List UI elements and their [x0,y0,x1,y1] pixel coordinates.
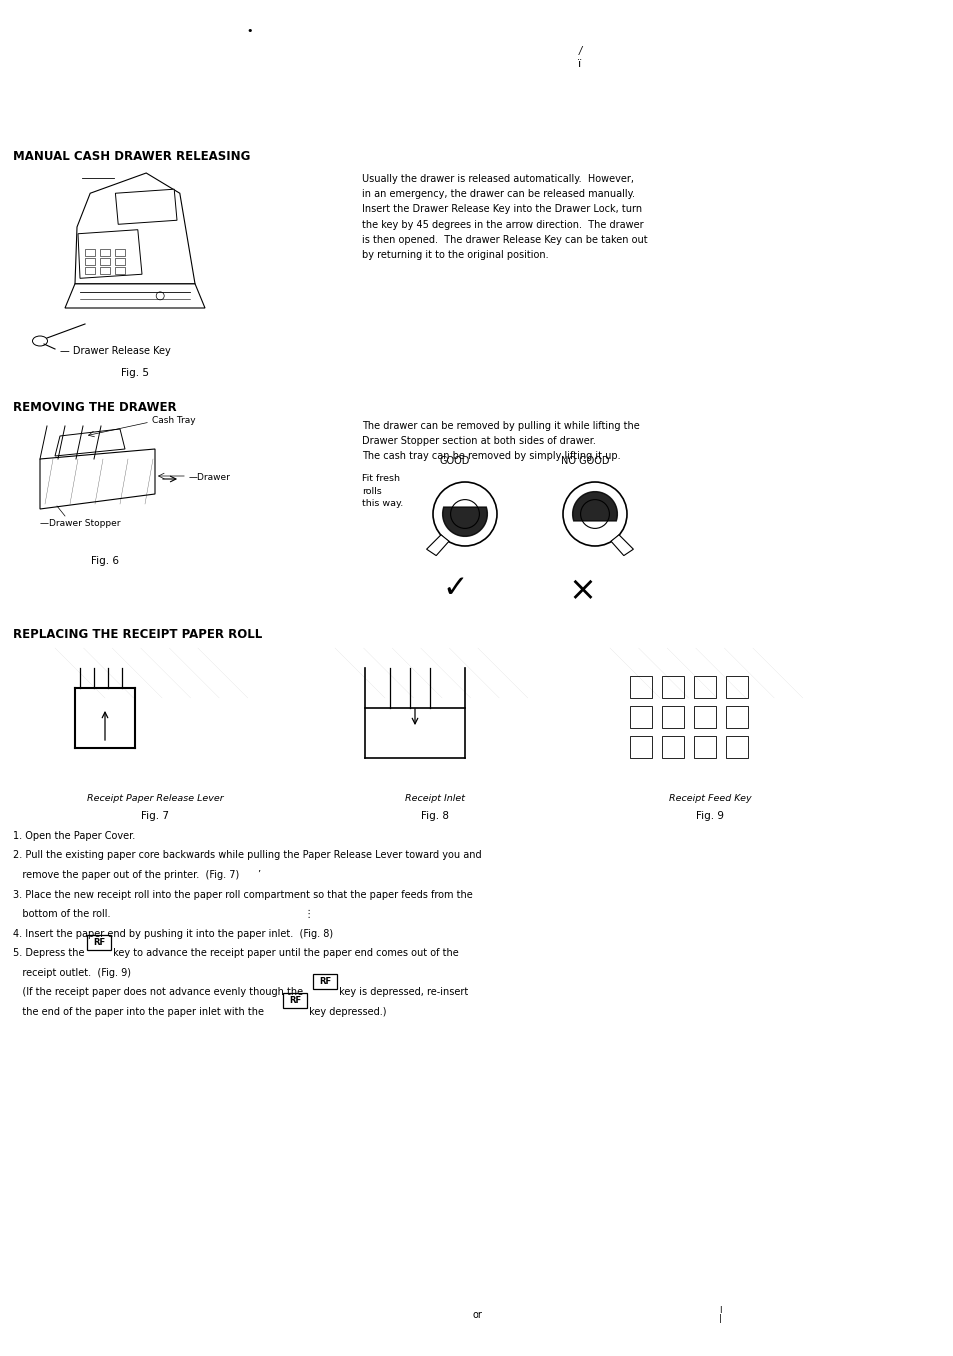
Text: or: or [472,1310,481,1319]
Text: 3. Place the new receipt roll into the paper roll compartment so that the paper : 3. Place the new receipt roll into the p… [13,890,473,899]
Text: 4. Insert the paper end by pushing it into the paper inlet.  (Fig. 8): 4. Insert the paper end by pushing it in… [13,929,333,938]
Text: Fig. 8: Fig. 8 [420,811,449,820]
Text: (If the receipt paper does not advance evenly though the: (If the receipt paper does not advance e… [13,987,306,997]
Text: —Drawer Stopper: —Drawer Stopper [40,519,120,529]
Text: key to advance the receipt paper until the paper end comes out of the: key to advance the receipt paper until t… [111,948,458,957]
Text: Fit fresh
rolls
this way.: Fit fresh rolls this way. [361,475,403,508]
Text: REPLACING THE RECEIPT PAPER ROLL: REPLACING THE RECEIPT PAPER ROLL [13,628,262,641]
Text: — Drawer Release Key: — Drawer Release Key [60,346,171,357]
Text: Usually the drawer is released automatically.  However,
in an emergency, the dra: Usually the drawer is released automatic… [361,174,647,260]
Ellipse shape [32,336,48,346]
Text: 1. Open the Paper Cover.: 1. Open the Paper Cover. [13,831,135,841]
Text: key is depressed, re-insert: key is depressed, re-insert [336,987,468,997]
Polygon shape [442,507,487,537]
Text: bottom of the roll.                                                             : bottom of the roll. [13,909,314,919]
Text: NO GOOD: NO GOOD [560,456,609,466]
Bar [40,163,230,319]
Text: RF: RF [93,937,105,946]
Circle shape [433,481,497,546]
Text: receipt outlet.  (Fig. 9): receipt outlet. (Fig. 9) [13,967,131,978]
Bar [100,267,110,274]
Bar [100,250,110,256]
Circle shape [562,481,626,546]
Text: REMOVING THE DRAWER: REMOVING THE DRAWER [13,401,176,414]
Text: 5. Depress the: 5. Depress the [13,948,88,957]
Bar [725,706,747,728]
Text: GOOD: GOOD [439,456,470,466]
Bar [661,706,683,728]
Polygon shape [65,283,205,308]
Bar [85,258,95,266]
Bar [661,736,683,758]
Bar [629,677,651,698]
Bar [725,677,747,698]
Circle shape [580,499,609,529]
Polygon shape [40,449,154,508]
Bar [629,706,651,728]
Text: /: / [578,46,581,56]
Bar [85,250,95,256]
FancyBboxPatch shape [314,974,337,989]
Text: Receipt Feed Key: Receipt Feed Key [668,795,751,803]
Text: Receipt Paper Release Lever: Receipt Paper Release Lever [87,795,223,803]
FancyBboxPatch shape [88,934,112,949]
Text: ï: ï [578,60,581,69]
Bar [661,677,683,698]
Text: Fig. 9: Fig. 9 [696,811,723,820]
Text: Receipt Inlet: Receipt Inlet [405,795,464,803]
Text: Fig. 7: Fig. 7 [141,811,169,820]
Polygon shape [78,229,142,278]
Bar [100,258,110,266]
Bar [85,267,95,274]
Polygon shape [610,534,633,556]
Bar [115,250,125,256]
FancyBboxPatch shape [283,993,307,1008]
Text: —Drawer: —Drawer [189,473,231,483]
Bar [693,736,716,758]
Polygon shape [115,190,177,224]
Polygon shape [426,534,449,556]
Text: ✓: ✓ [442,574,467,603]
Text: remove the paper out of the printer.  (Fig. 7)      ’: remove the paper out of the printer. (Fi… [13,871,261,880]
Bar [693,706,716,728]
Text: The drawer can be removed by pulling it while lifting the
Drawer Stopper section: The drawer can be removed by pulling it … [361,420,639,461]
Text: Cash Tray: Cash Tray [152,416,195,426]
Text: the end of the paper into the paper inlet with the: the end of the paper into the paper inle… [13,1006,267,1017]
Bar [725,736,747,758]
Circle shape [156,292,164,300]
Bar [115,258,125,266]
Circle shape [450,499,479,529]
Text: key depressed.): key depressed.) [306,1006,386,1017]
Text: RF: RF [289,997,301,1005]
Text: Fig. 6: Fig. 6 [91,556,119,565]
Text: RF: RF [319,976,331,986]
Polygon shape [75,174,194,283]
Polygon shape [572,492,617,521]
Text: Fig. 5: Fig. 5 [121,367,149,378]
Polygon shape [55,428,125,456]
Bar [693,677,716,698]
Text: I
|: I | [718,1306,720,1323]
Text: ×: × [567,574,596,607]
Bar [115,267,125,274]
Text: MANUAL CASH DRAWER RELEASING: MANUAL CASH DRAWER RELEASING [13,151,250,163]
Text: 2. Pull the existing paper core backwards while pulling the Paper Release Lever : 2. Pull the existing paper core backward… [13,850,481,861]
Bar [629,736,651,758]
Text: •: • [247,26,253,37]
